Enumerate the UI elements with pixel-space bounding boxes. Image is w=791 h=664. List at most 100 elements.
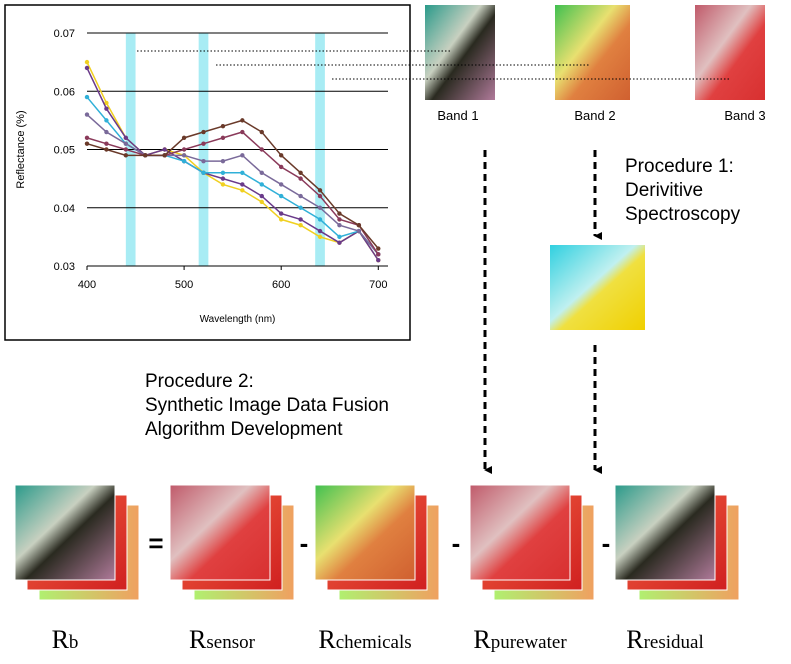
data-point: [318, 229, 322, 233]
equation-term: Rb: [52, 625, 79, 654]
x-tick-label: 600: [272, 279, 290, 291]
data-point: [337, 211, 341, 215]
data-point: [298, 206, 302, 210]
procedure-text: Algorithm Development: [145, 419, 343, 440]
x-tick-label: 700: [369, 279, 387, 291]
data-point: [124, 141, 128, 145]
data-point: [201, 171, 205, 175]
data-point: [260, 182, 264, 186]
data-point: [201, 130, 205, 134]
data-point: [221, 159, 225, 163]
data-point: [240, 182, 244, 186]
data-point: [260, 147, 264, 151]
term-symbol: R: [473, 625, 491, 654]
data-point: [376, 258, 380, 262]
data-point: [104, 107, 108, 111]
data-point: [221, 124, 225, 128]
y-tick-label: 0.05: [54, 145, 75, 157]
data-point: [337, 217, 341, 221]
procedure-text: Derivitive: [625, 180, 703, 201]
band-image: [425, 5, 495, 100]
data-point: [337, 223, 341, 227]
term-subscript: purewater: [491, 632, 568, 653]
band-label: Band 2: [574, 108, 615, 123]
y-tick-label: 0.04: [54, 203, 75, 215]
term-subscript: chemicals: [336, 632, 412, 653]
procedure-1: Procedure 1: Derivitive Spectroscopy: [625, 156, 741, 225]
data-point: [85, 60, 89, 64]
data-point: [182, 136, 186, 140]
equation-operator: -: [452, 528, 461, 558]
data-point: [85, 95, 89, 99]
data-point: [221, 176, 225, 180]
data-point: [240, 130, 244, 134]
term-subscript: sensor: [206, 632, 255, 653]
y-axis-label: Reflectance (%): [15, 110, 27, 188]
data-point: [279, 217, 283, 221]
data-point: [221, 136, 225, 140]
x-tick-label: 500: [175, 279, 193, 291]
equation-operator: -: [300, 528, 309, 558]
data-point: [298, 194, 302, 198]
data-point: [279, 165, 283, 169]
term-symbol: R: [52, 625, 70, 654]
data-point: [182, 159, 186, 163]
term-symbol: R: [626, 625, 644, 654]
data-point: [124, 147, 128, 151]
procedure-text: Synthetic Image Data Fusion: [145, 395, 389, 416]
equation-operator: =: [148, 528, 163, 558]
procedure-text: Spectroscopy: [625, 204, 741, 225]
x-axis-label: Wavelength (nm): [200, 314, 276, 325]
data-point: [85, 136, 89, 140]
term-symbol: R: [318, 625, 336, 654]
data-point: [104, 118, 108, 122]
data-point: [240, 171, 244, 175]
y-tick-label: 0.03: [54, 261, 75, 273]
data-point: [279, 182, 283, 186]
data-point: [221, 171, 225, 175]
data-point: [182, 147, 186, 151]
data-point: [85, 141, 89, 145]
data-point: [279, 211, 283, 215]
data-point: [298, 223, 302, 227]
y-tick-label: 0.06: [54, 86, 75, 98]
band-label: Band 1: [437, 108, 478, 123]
data-point: [104, 141, 108, 145]
data-point: [279, 194, 283, 198]
procedure-2: Procedure 2: Synthetic Image Data Fusion…: [145, 371, 389, 440]
stack-front: [470, 485, 570, 580]
band-image: [695, 5, 765, 100]
data-point: [124, 153, 128, 157]
equation-term: Rresidual: [626, 625, 704, 654]
data-point: [240, 118, 244, 122]
data-point: [318, 188, 322, 192]
data-point: [376, 252, 380, 256]
data-point: [124, 136, 128, 140]
data-point: [337, 235, 341, 239]
equation-operator: -: [602, 528, 611, 558]
data-point: [143, 153, 147, 157]
data-point: [162, 147, 166, 151]
data-point: [104, 130, 108, 134]
data-point: [182, 153, 186, 157]
data-point: [318, 235, 322, 239]
data-point: [298, 176, 302, 180]
data-point: [104, 147, 108, 151]
band-image: [555, 5, 630, 100]
equation-term: Rpurewater: [473, 625, 567, 654]
data-point: [337, 241, 341, 245]
derived-image: [550, 245, 645, 330]
image-stacks: [15, 485, 739, 600]
term-subscript: b: [69, 632, 79, 653]
equation-term: Rchemicals: [318, 625, 411, 654]
data-point: [260, 130, 264, 134]
data-point: [260, 171, 264, 175]
data-point: [260, 200, 264, 204]
data-point: [85, 112, 89, 116]
data-point: [357, 229, 361, 233]
data-point: [279, 153, 283, 157]
data-point: [240, 153, 244, 157]
data-point: [318, 194, 322, 198]
equation-term: Rsensor: [189, 625, 256, 654]
data-point: [298, 217, 302, 221]
